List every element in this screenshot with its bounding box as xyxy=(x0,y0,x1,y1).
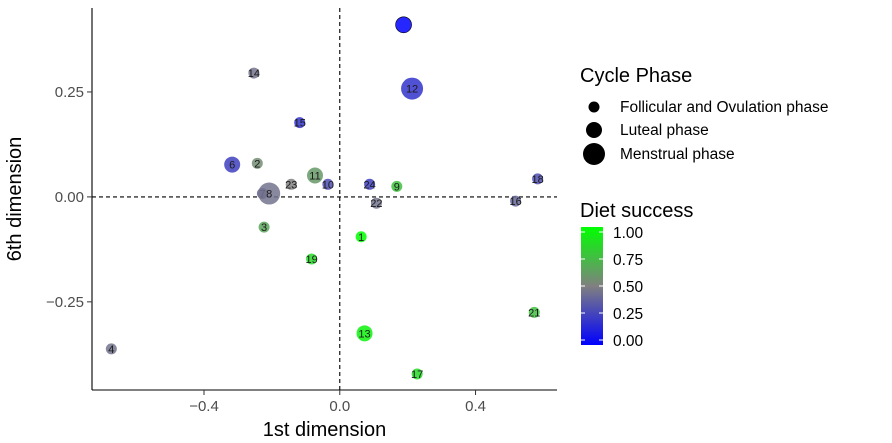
data-point xyxy=(258,182,281,205)
data-point xyxy=(224,156,241,173)
data-point xyxy=(411,368,423,380)
data-point xyxy=(251,157,263,169)
plot-area: 123467891011121314151617181921222324 xyxy=(92,8,557,390)
point-label: 1 xyxy=(358,232,364,244)
point-label: 9 xyxy=(394,181,400,193)
point-label: 14 xyxy=(248,68,260,80)
color-legend-label: 0.75 xyxy=(613,252,643,269)
size-legend-label: Follicular and Ovulation phase xyxy=(620,99,829,116)
color-legend-label: 0.25 xyxy=(613,306,643,323)
data-point xyxy=(528,306,540,318)
point-label: 10 xyxy=(322,179,334,191)
point-label: 16 xyxy=(509,196,521,208)
data-point xyxy=(395,16,412,34)
data-point xyxy=(306,167,323,184)
x-tick-label: 0.0 xyxy=(329,398,350,415)
point-label: 17 xyxy=(411,369,423,381)
data-point xyxy=(391,180,403,192)
point-label: 4 xyxy=(108,344,114,356)
point-label: 6 xyxy=(229,160,235,172)
point-label: 22 xyxy=(370,198,382,210)
size-legend-label: Menstrual phase xyxy=(620,146,735,163)
x-tick-label: 0.4 xyxy=(465,398,486,415)
data-point xyxy=(355,231,367,243)
data-point xyxy=(248,67,260,79)
y-axis-title: 6th dimension xyxy=(4,137,26,262)
x-tick-label: −0.4 xyxy=(189,398,219,415)
point-label: 2 xyxy=(254,158,260,170)
color-legend-label: 0.50 xyxy=(613,279,644,296)
point-label: 11 xyxy=(309,170,320,182)
data-point xyxy=(370,197,382,209)
legends: Cycle Phase Follicular and Ovulation phas… xyxy=(580,65,829,350)
data-point xyxy=(532,173,544,185)
y-tick-label: 0.25 xyxy=(55,84,84,101)
point-label: 15 xyxy=(294,118,306,130)
point-label: 13 xyxy=(358,328,370,340)
y-tick-label: −0.25 xyxy=(46,294,84,311)
color-legend-title: Diet success xyxy=(580,200,693,222)
size-legend-key xyxy=(586,122,602,138)
point-label: 12 xyxy=(406,84,418,96)
data-point xyxy=(364,178,376,190)
data-point xyxy=(258,221,270,233)
x-axis-title: 1st dimension xyxy=(263,419,386,441)
point-label: 18 xyxy=(532,174,544,186)
point-label: 23 xyxy=(285,179,297,191)
data-point xyxy=(510,195,522,207)
point-label: 24 xyxy=(364,179,376,191)
data-point xyxy=(285,178,297,190)
data-point xyxy=(306,253,318,265)
point-label: 19 xyxy=(305,254,317,266)
size-legend-key xyxy=(588,101,600,113)
data-point xyxy=(105,343,117,355)
color-legend-label: 1.00 xyxy=(613,225,644,242)
data-point xyxy=(322,178,334,190)
data-point xyxy=(356,325,373,342)
color-bar xyxy=(581,227,603,345)
point-label: 21 xyxy=(528,307,540,319)
size-legend-label: Luteal phase xyxy=(620,122,709,139)
data-point xyxy=(401,77,424,100)
color-legend-label: 0.00 xyxy=(613,333,644,350)
size-legend-key xyxy=(583,143,605,165)
point-label: 8 xyxy=(266,189,272,201)
size-legend-title: Cycle Phase xyxy=(580,65,692,87)
axes: −0.4 0.0 0.4 −0.25 0.00 0.25 1st dimension 6th … xyxy=(4,8,557,441)
data-point xyxy=(294,117,306,129)
point-label: 3 xyxy=(261,222,267,234)
y-tick-label: 0.00 xyxy=(55,189,84,206)
